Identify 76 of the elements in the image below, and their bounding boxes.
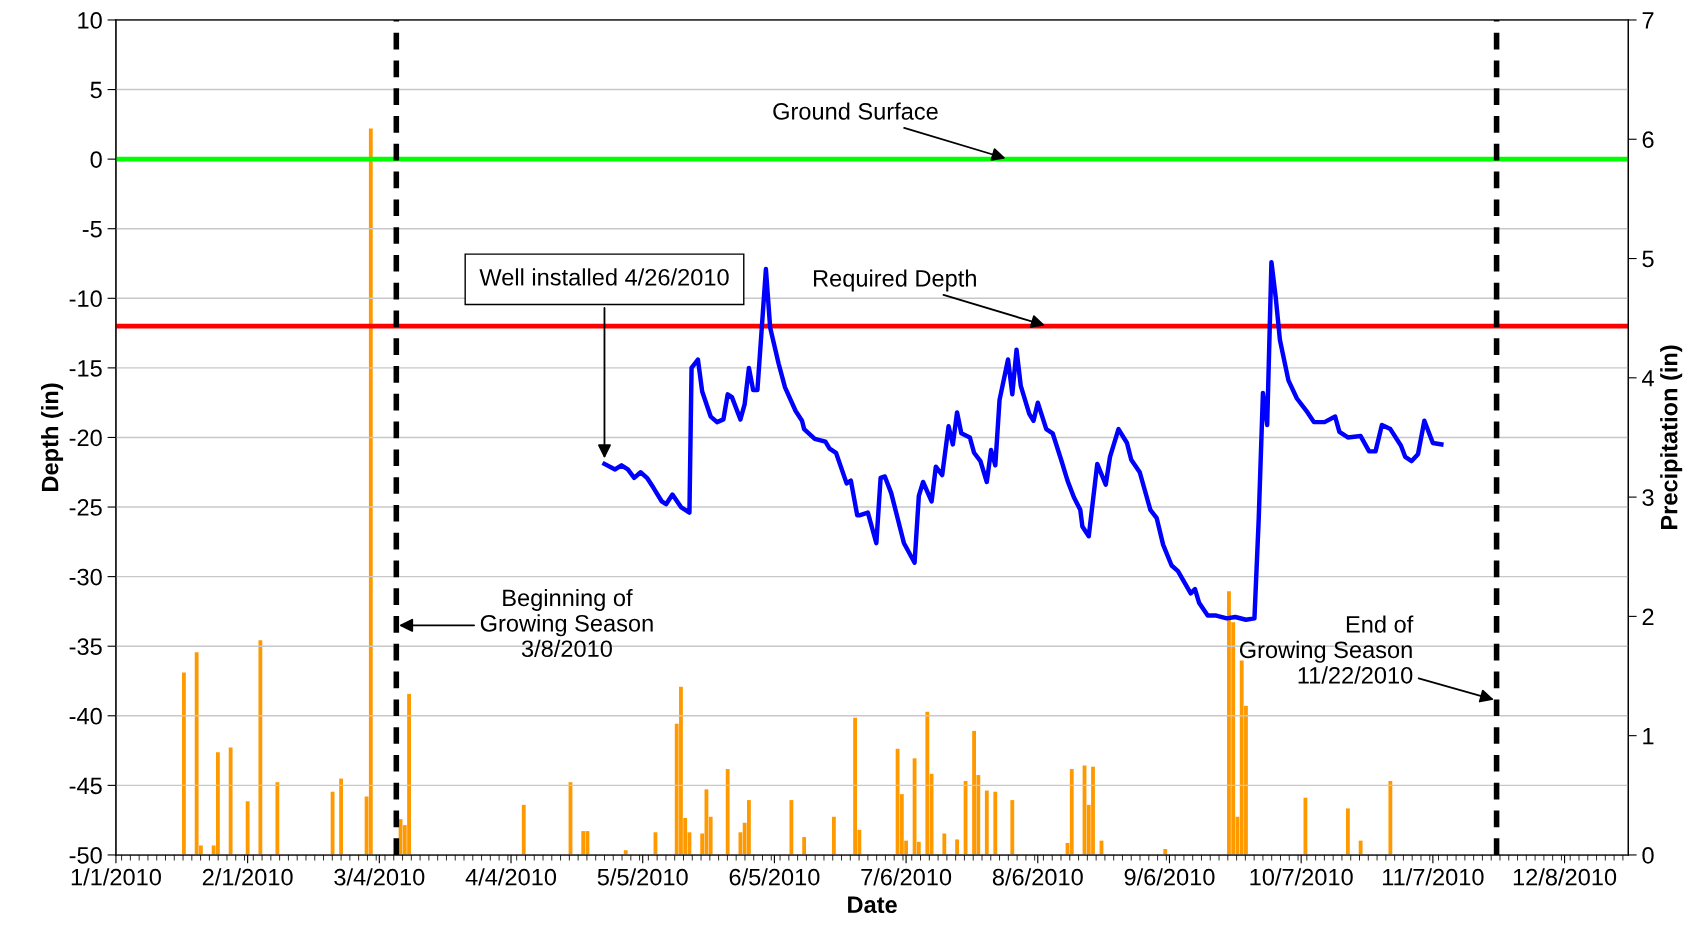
bar — [1388, 780, 1393, 855]
bar — [725, 769, 730, 855]
bar — [228, 747, 233, 855]
y-tick-label: -30 — [69, 568, 102, 586]
y-tick-label: -10 — [69, 290, 102, 308]
y-tick-label: -45 — [69, 777, 102, 795]
x-tick-label: 6/5/2010 — [729, 868, 820, 886]
bar — [521, 804, 526, 855]
bar — [912, 758, 917, 855]
bar — [831, 816, 836, 855]
y-axis-title: Depth (in) — [41, 383, 64, 491]
bar — [789, 800, 794, 855]
y-tick-label: -15 — [69, 360, 102, 377]
bar — [955, 839, 959, 855]
bar — [339, 778, 343, 855]
bar — [925, 711, 930, 855]
x-tick-label: 12/8/2010 — [1513, 868, 1617, 886]
x-tick-label: 1/1/2010 — [71, 868, 161, 886]
bar — [1358, 840, 1363, 855]
y-tick-label: 5 — [90, 81, 102, 99]
bar — [1010, 800, 1015, 855]
x-tick-label: 8/6/2010 — [992, 868, 1083, 886]
bar — [275, 782, 280, 855]
y2-tick-label: 5 — [1642, 250, 1654, 268]
x-tick-label: 2/1/2010 — [202, 868, 293, 886]
x-tick-label: 10/7/2010 — [1250, 868, 1353, 886]
bar — [802, 837, 807, 855]
bar — [679, 686, 683, 855]
ref-line-label: Beginning of Growing Season 3/8/2010 — [480, 588, 653, 658]
y-tick-label: -20 — [69, 429, 102, 447]
x-tick-label: 4/4/2010 — [465, 868, 557, 886]
bar — [747, 800, 751, 855]
bar — [258, 640, 263, 855]
y2-tick-label: 3 — [1642, 489, 1654, 506]
bar — [194, 652, 199, 855]
bar — [853, 717, 858, 855]
y2-tick-label: 6 — [1642, 131, 1654, 149]
y2-tick-label: 0 — [1642, 847, 1654, 864]
bar — [942, 833, 947, 855]
x-tick-label: 11/7/2010 — [1383, 868, 1484, 886]
bar — [895, 748, 900, 855]
y-tick-label: -35 — [69, 638, 102, 655]
bar — [368, 128, 373, 855]
bar — [1091, 766, 1095, 855]
bar — [245, 801, 250, 855]
y-tick-label: 10 — [78, 12, 102, 29]
bar — [407, 693, 411, 855]
bar — [993, 791, 998, 855]
bar — [1227, 591, 1231, 855]
x-tick-label: 3/4/2010 — [334, 868, 425, 886]
y2-tick-label: 7 — [1642, 12, 1654, 29]
x-tick-label: 5/5/2010 — [597, 868, 688, 886]
y2-axis-title: Precipitation (in) — [1660, 345, 1683, 530]
y-tick-label: -5 — [82, 221, 102, 238]
x-axis-title: Date — [848, 896, 897, 914]
y2-tick-label: 1 — [1643, 727, 1654, 745]
bar — [330, 791, 335, 855]
y-tick-label: -40 — [69, 707, 102, 725]
y2-tick-label: 2 — [1642, 608, 1654, 625]
bar — [1069, 769, 1074, 855]
ref-line-label: Required Depth — [814, 269, 976, 292]
bar — [984, 790, 989, 855]
y-tick-label: 0 — [90, 151, 102, 168]
bar — [972, 730, 976, 855]
bar — [215, 752, 220, 855]
y-tick-label: -25 — [69, 499, 102, 516]
bar — [182, 672, 186, 855]
bar — [1345, 808, 1350, 855]
ref-line-label: End of Growing Season 11/22/2010 — [1239, 615, 1414, 684]
annotation: Well installed 4/26/2010 — [479, 268, 729, 286]
x-tick-label: 9/6/2010 — [1124, 868, 1215, 886]
y2-tick-label: 4 — [1642, 370, 1654, 387]
y-tick-label: -50 — [69, 847, 102, 864]
ref-line-label: Ground Surface — [773, 102, 938, 120]
bar — [581, 831, 586, 855]
x-tick-label: 7/6/2010 — [861, 868, 952, 886]
